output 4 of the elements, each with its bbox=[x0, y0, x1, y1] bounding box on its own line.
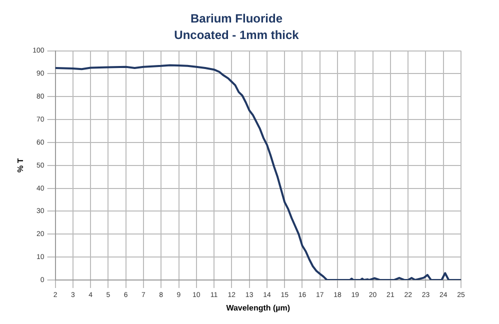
chart-title: Barium Fluoride bbox=[190, 12, 283, 26]
y-axis-title: % T bbox=[16, 158, 26, 173]
chart-subtitle: Uncoated - 1mm thick bbox=[174, 28, 300, 42]
x-axis-title: Wavelength (µm) bbox=[226, 303, 290, 312]
